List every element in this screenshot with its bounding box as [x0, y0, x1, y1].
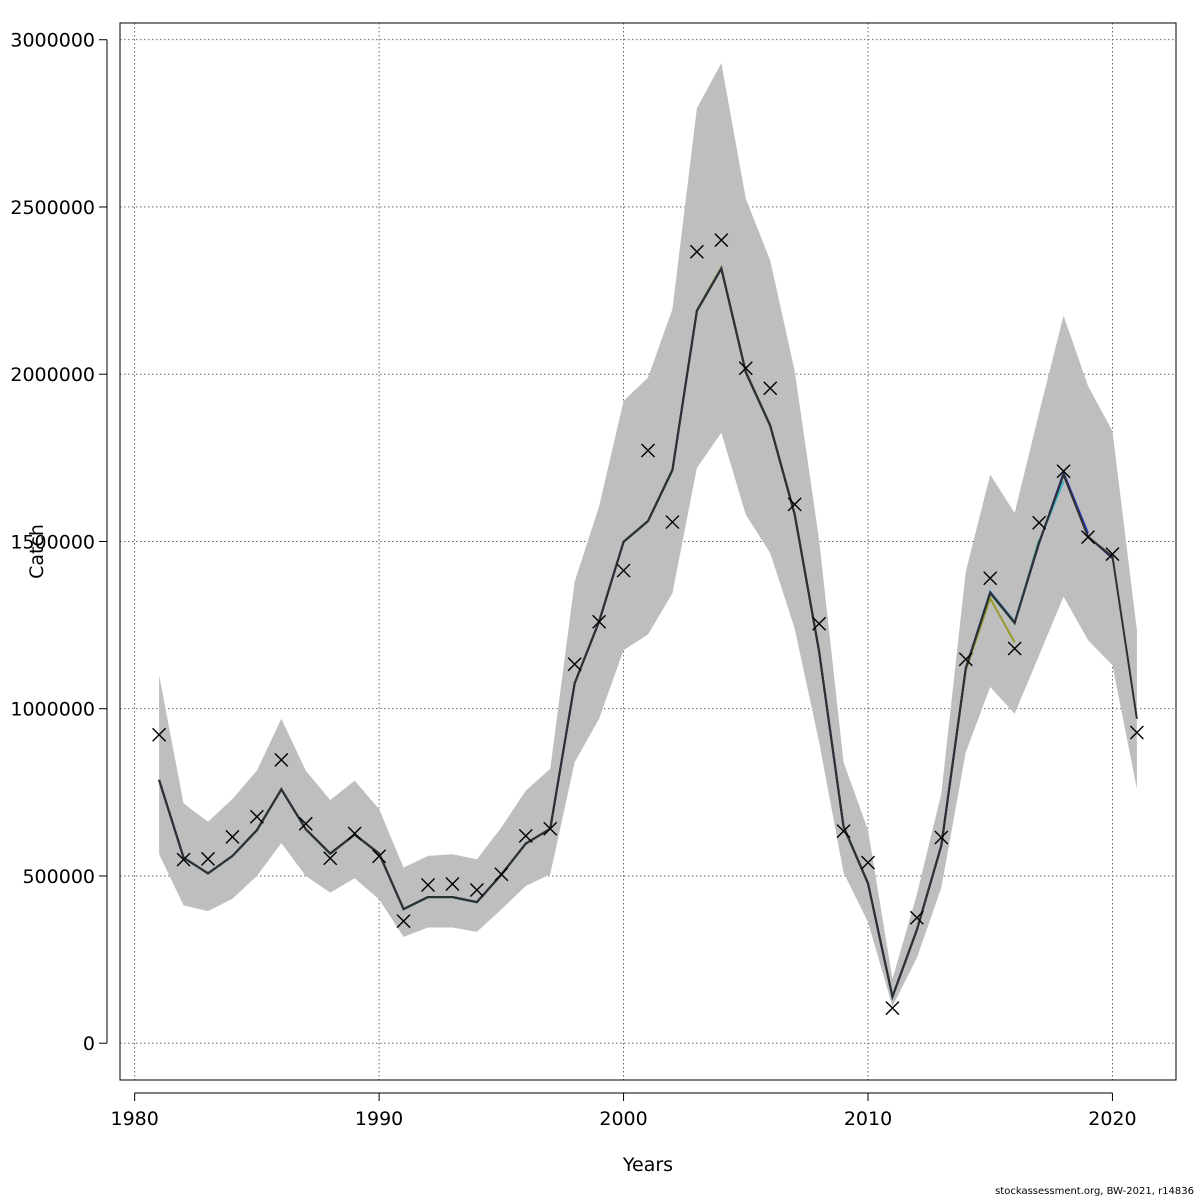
observed-point	[1007, 641, 1022, 656]
observed-point	[274, 752, 289, 767]
observed-point	[738, 361, 753, 376]
observed-catch-markers	[152, 233, 1144, 1016]
observed-point	[372, 849, 387, 864]
observed-point	[592, 614, 607, 629]
observed-point	[934, 830, 949, 845]
observed-point	[176, 852, 191, 867]
observed-point	[812, 616, 827, 631]
observed-point	[983, 571, 998, 586]
observed-point	[885, 1001, 900, 1016]
y-tick-label: 1000000	[10, 699, 95, 721]
series-line-6	[158, 265, 1138, 1001]
y-axis: 0 500000 1000000 1500000 2000000 2500000 30000…	[10, 30, 108, 1055]
observed-point	[543, 821, 558, 836]
confidence-band	[159, 63, 1137, 1007]
observed-point	[494, 867, 509, 882]
observed-point	[225, 829, 240, 844]
observed-point	[616, 563, 631, 578]
x-tick-label: 1990	[355, 1108, 403, 1130]
observed-point	[249, 809, 264, 824]
x-tick-label: 2010	[844, 1108, 892, 1130]
observed-point	[689, 244, 704, 259]
y-tick-label: 0	[83, 1033, 95, 1055]
observed-point	[958, 652, 973, 667]
observed-point	[298, 816, 313, 831]
x-tick-label: 1980	[110, 1108, 158, 1130]
x-tick-label: 2000	[599, 1108, 647, 1130]
observed-point	[323, 851, 338, 866]
observed-point	[1129, 725, 1144, 740]
plot-frame	[119, 22, 1177, 1081]
confidence-band-area	[159, 63, 1137, 1007]
observed-point	[861, 855, 875, 870]
y-tick-label: 2500000	[10, 197, 95, 219]
observed-point	[347, 826, 362, 841]
observed-point	[518, 828, 533, 843]
observed-point	[396, 914, 411, 929]
observed-point	[787, 497, 802, 512]
observed-point	[152, 727, 167, 742]
observed-point	[763, 381, 778, 396]
observed-point	[641, 443, 655, 458]
x-axis-label: Years	[622, 1154, 673, 1176]
observed-point	[1105, 547, 1120, 562]
footer-credit: stockassessment.org, BW-2021, r14836	[995, 1186, 1194, 1197]
y-tick-label: 3000000	[10, 30, 95, 52]
observed-point	[909, 910, 924, 925]
y-tick-label: 500000	[22, 866, 95, 888]
observed-point	[421, 877, 435, 892]
observed-point	[201, 851, 215, 866]
y-tick-label: 1500000	[10, 531, 95, 553]
observed-point	[836, 824, 851, 839]
observed-point	[1081, 530, 1095, 545]
x-axis: 1980 1990 2000 2010 2020	[110, 1092, 1137, 1130]
y-tick-label: 2000000	[10, 364, 95, 386]
observed-point	[665, 515, 680, 530]
x-tick-label: 2020	[1088, 1108, 1136, 1130]
observed-point	[567, 657, 582, 672]
observed-point	[445, 876, 460, 891]
observed-point	[1032, 515, 1047, 530]
observed-point	[714, 233, 729, 248]
y-axis-label: Catch	[26, 524, 48, 579]
observed-point	[469, 883, 484, 898]
observed-point	[1056, 464, 1071, 479]
